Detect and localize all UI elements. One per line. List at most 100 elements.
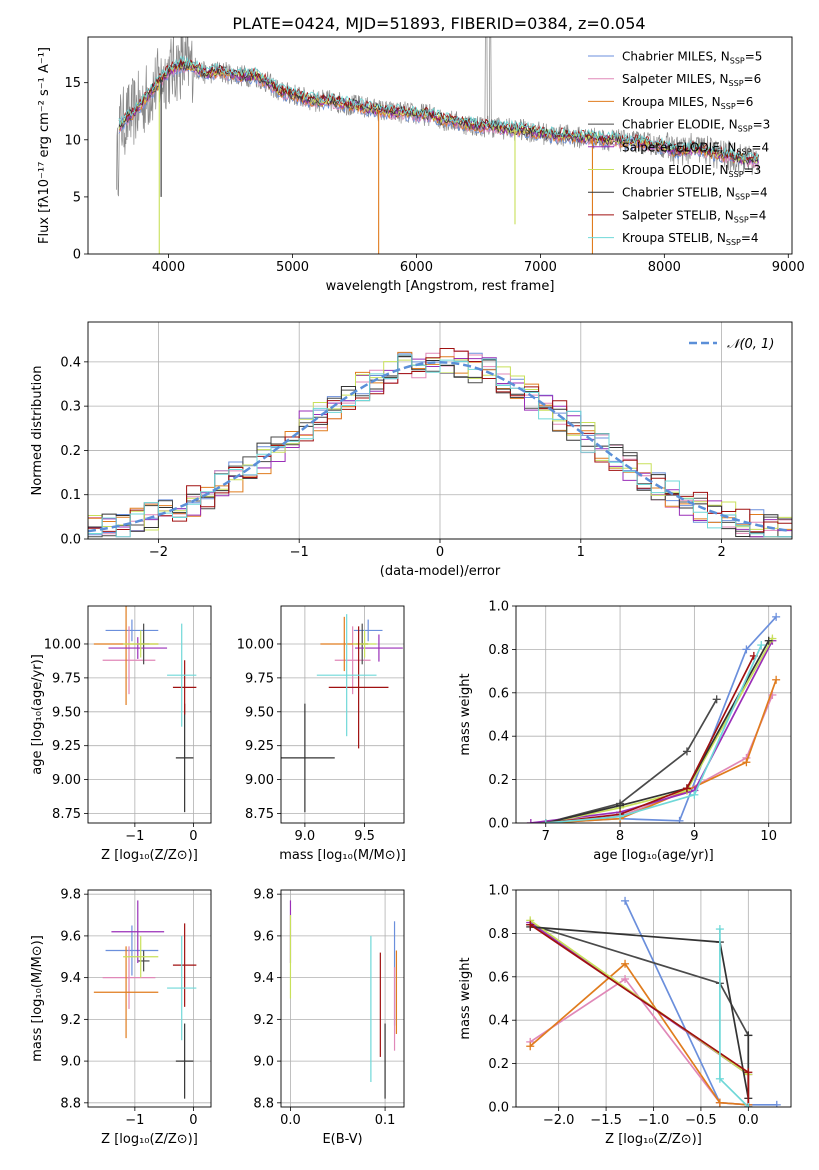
x-tick-label: 5000 xyxy=(276,260,309,275)
panel-mass-vs-metallicity: −1 0 8.8 9.0 9.2 9.4 9.6 9.8 Z [log₁₀(Z/Z⊙)] mass… xyxy=(30,888,212,1147)
y-tick-label: 9.75 xyxy=(52,671,81,686)
weight-lines xyxy=(526,612,781,823)
y-tick-label: 9.8 xyxy=(253,888,274,903)
spectrum-lines xyxy=(116,37,759,254)
panel-weight-vs-metallicity: −2.0 −1.5 −1.0 −0.5 0.0 0.0 0.2 0.4 0.6 0.8 1.0 Z [… xyxy=(458,884,792,1147)
x-tick-label: −1.0 xyxy=(638,1113,670,1128)
axes-frame xyxy=(280,605,405,824)
y-axis-label: mass weight xyxy=(458,673,473,755)
legend-subscript: SSP xyxy=(734,215,749,224)
x-tick-label: 8000 xyxy=(648,260,681,275)
weight-series xyxy=(545,640,770,823)
x-tick-label: 6000 xyxy=(400,260,433,275)
x-tick-label: 0.1 xyxy=(375,1113,396,1128)
normal-reference-curve xyxy=(88,361,790,533)
x-tick-label: 8 xyxy=(616,829,624,844)
legend-count: =4 xyxy=(750,186,768,200)
legend-subscript: SSP xyxy=(736,147,751,156)
y-tick-label: 1.0 xyxy=(488,600,509,615)
legend-subscript: SSP xyxy=(729,170,744,179)
weight-series xyxy=(530,926,750,1099)
y-tick-label: 0.0 xyxy=(488,1101,509,1116)
y-tick-label: 0.0 xyxy=(488,817,509,832)
y-axis-label: Flux [fλ10⁻¹⁷ erg cm⁻² s⁻¹ A⁻¹] xyxy=(37,47,52,244)
y-tick-label: 9.0 xyxy=(60,1055,81,1070)
weight-series xyxy=(529,962,749,1106)
y-tick-label: 10.00 xyxy=(237,637,274,652)
y-tick-label: 0.4 xyxy=(60,355,81,370)
y-tick-label: 0.1 xyxy=(60,488,81,503)
legend-entry-normal: 𝒩(0, 1) xyxy=(727,337,774,352)
y-tick-label: 9.2 xyxy=(253,1013,274,1028)
y-tick-label: 10 xyxy=(64,133,81,148)
legend-subscript: SSP xyxy=(738,125,753,134)
x-tick-label: 9000 xyxy=(772,260,805,275)
model-spectrum xyxy=(118,54,759,162)
errorbars xyxy=(281,614,403,813)
x-tick-label: −1 xyxy=(290,545,309,560)
legend-entry: Chabrier MILES, NSSP=5 xyxy=(622,50,762,66)
x-tick-label: 2 xyxy=(717,545,725,560)
y-tick-label: 9.50 xyxy=(245,705,274,720)
model-spectrum xyxy=(118,57,759,161)
legend-count: =3 xyxy=(744,163,762,177)
y-tick-label: 9.6 xyxy=(60,929,81,944)
legend-entry: Salpeter MILES, NSSP=6 xyxy=(622,72,761,88)
x-tick-label: −2.0 xyxy=(543,1113,575,1128)
y-tick-label: 0.2 xyxy=(488,773,509,788)
legend-count: =3 xyxy=(753,118,771,132)
x-tick-label: 0 xyxy=(436,545,444,560)
legend-subscript: SSP xyxy=(729,79,744,88)
y-tick-label: 9.50 xyxy=(52,705,81,720)
legend-subscript: SSP xyxy=(730,57,745,66)
y-axis-label: mass [log₁₀(M/M⊙)] xyxy=(30,935,45,1062)
y-tick-label: 0 xyxy=(73,248,81,263)
y-axis-label: age [log₁₀(age/yr)] xyxy=(30,654,45,775)
x-tick-label: 4000 xyxy=(152,260,185,275)
axes-frame xyxy=(87,605,212,824)
x-tick-label: −1 xyxy=(125,1113,144,1128)
panel-residuals: −2 −1 0 1 2 0.0 0.1 0.2 0.3 0.4 (data-model)/error… xyxy=(30,321,793,579)
y-tick-label: 0.8 xyxy=(488,643,509,658)
x-tick-label: 0 xyxy=(189,829,197,844)
x-axis-label: Z [log₁₀(Z/Z⊙)] xyxy=(605,1132,702,1147)
axes-frame xyxy=(280,889,405,1108)
x-axis-label: age [log₁₀(age/yr)] xyxy=(593,848,714,863)
panel-mass-vs-ebv: 0.0 0.1 8.8 9.0 9.2 9.4 9.6 9.8 E(B-V) xyxy=(253,888,405,1147)
errorbars xyxy=(93,606,197,813)
x-axis-label: Z [log₁₀(Z/Z⊙)] xyxy=(101,1132,198,1147)
y-tick-label: 15 xyxy=(64,76,81,91)
legend-entry: Chabrier ELODIE, NSSP=3 xyxy=(622,118,770,134)
x-tick-label: 7 xyxy=(542,829,550,844)
y-tick-label: 9.6 xyxy=(253,929,274,944)
panel-weight-vs-age: 7 8 9 10 0.0 0.2 0.4 0.6 0.8 1.0 age [log₁₀(age/yr… xyxy=(458,600,792,863)
legend-count: =6 xyxy=(736,95,754,109)
y-tick-label: 9.2 xyxy=(60,1013,81,1028)
y-tick-label: 10.00 xyxy=(44,637,81,652)
x-tick-label: 1 xyxy=(577,545,585,560)
x-tick-label: −1 xyxy=(125,829,144,844)
x-axis-label: wavelength [Angstrom, rest frame] xyxy=(326,279,555,294)
y-tick-label: 0.8 xyxy=(488,927,509,942)
axes-frame xyxy=(87,889,212,1108)
legend-subscript: SSP xyxy=(735,193,750,202)
x-tick-label: 10 xyxy=(760,829,777,844)
x-tick-label: 0.0 xyxy=(280,1113,301,1128)
weight-series xyxy=(545,644,763,823)
panel-spectrum: 4000 5000 6000 7000 8000 9000 0 5 10 15 wavelength… xyxy=(37,36,805,294)
y-tick-label: 0.0 xyxy=(60,533,81,548)
y-tick-label: 0.6 xyxy=(488,970,509,985)
x-tick-label: 0 xyxy=(189,1113,197,1128)
y-tick-label: 9.4 xyxy=(253,971,274,986)
errorbars xyxy=(289,900,398,1099)
figure-title: PLATE=0424, MJD=51893, FIBERID=0384, z=0… xyxy=(232,14,645,33)
x-tick-label: 9.0 xyxy=(295,829,316,844)
y-tick-label: 9.00 xyxy=(52,773,81,788)
legend-entry: Kroupa MILES, NSSP=6 xyxy=(622,95,753,111)
y-tick-label: 0.3 xyxy=(60,400,81,415)
x-tick-label: 9.5 xyxy=(354,829,375,844)
y-tick-label: 8.75 xyxy=(52,807,81,822)
legend-count: =6 xyxy=(744,72,762,86)
